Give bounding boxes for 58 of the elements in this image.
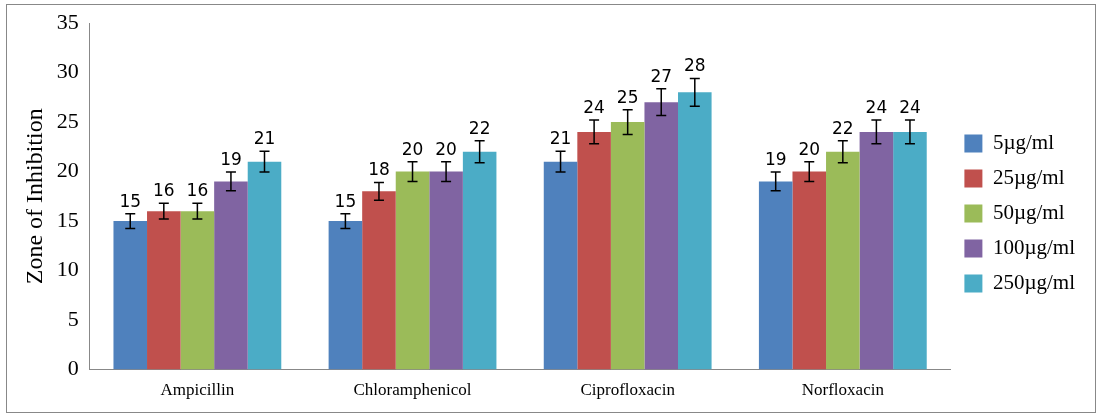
data-label: 20 (435, 138, 457, 159)
bar (214, 181, 248, 370)
bar (462, 151, 497, 370)
data-label: 22 (468, 117, 491, 138)
data-label: 24 (583, 96, 605, 117)
legend-label: 50µg/ml (992, 200, 1065, 225)
y-tick-label: 10 (56, 256, 79, 282)
bar (610, 122, 645, 370)
bar (792, 171, 827, 370)
bar (893, 131, 927, 370)
data-label: 16 (186, 180, 209, 201)
bar (543, 161, 578, 370)
y-tick-label: 20 (56, 157, 79, 183)
bar (362, 191, 396, 370)
data-label: 16 (152, 180, 175, 201)
bar (678, 92, 712, 370)
legend-label: 25µg/ml (992, 165, 1065, 190)
bar (644, 102, 679, 370)
data-label: 22 (832, 117, 854, 138)
y-tick-label: 25 (56, 107, 79, 133)
data-label: 20 (401, 138, 424, 159)
data-label: 27 (650, 65, 673, 86)
legend-label: 250µg/ml (992, 270, 1076, 295)
data-label: 24 (899, 96, 921, 117)
data-label: 21 (549, 128, 572, 149)
data-label: 24 (865, 96, 888, 117)
bar (395, 171, 430, 370)
y-axis-title: Zone of Inhibition (20, 108, 47, 285)
x-tick-label: Chloramphenicol (353, 380, 472, 400)
bar (328, 221, 363, 370)
data-label: 19 (220, 148, 242, 169)
x-tick-label: Ciprofloxacin (580, 380, 676, 400)
y-tick-label: 5 (67, 305, 79, 331)
legend-label: 100µg/ml (992, 235, 1076, 260)
x-tick-label: Ampicillin (160, 380, 235, 400)
y-tick-label: 0 (67, 355, 79, 381)
data-label: 18 (368, 159, 390, 180)
bar (180, 211, 215, 370)
x-tick-label: Norfloxacin (801, 380, 885, 400)
bar (859, 131, 894, 370)
bar (758, 181, 793, 370)
data-label: 28 (683, 55, 706, 76)
bar (429, 171, 463, 370)
y-tick-label: 35 (56, 8, 79, 34)
bar (826, 151, 860, 370)
data-label: 19 (764, 148, 787, 169)
bar (247, 161, 282, 370)
y-tick-label: 15 (56, 206, 79, 232)
data-label: 15 (334, 190, 357, 211)
data-label: 21 (253, 128, 276, 149)
y-tick-label: 30 (56, 58, 79, 84)
bar (577, 131, 611, 370)
data-label: 25 (616, 86, 639, 107)
bar (147, 211, 181, 370)
data-label: 15 (119, 190, 142, 211)
data-label: 20 (798, 138, 821, 159)
legend-label: 5µg/ml (992, 130, 1055, 155)
bar (113, 221, 148, 370)
